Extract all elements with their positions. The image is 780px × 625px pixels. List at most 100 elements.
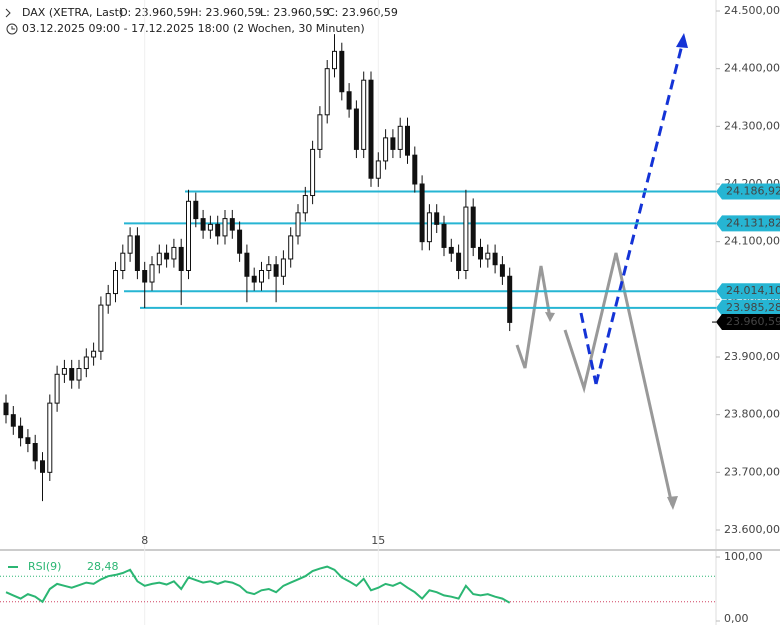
- candle-body: [18, 425, 24, 439]
- candle-body: [142, 270, 148, 283]
- candle-body: [207, 223, 213, 231]
- rsi-tick-label: 100,00: [724, 550, 763, 563]
- candle-body: [244, 252, 250, 277]
- candle-body: [302, 195, 308, 214]
- clock-icon: [6, 23, 18, 35]
- subtitle: 03.12.2025 09:00 - 17.12.2025 18:00 (2 W…: [22, 22, 365, 35]
- candle-body: [434, 212, 440, 225]
- candle-body: [346, 91, 352, 110]
- candle-body: [463, 206, 469, 271]
- candle-body: [332, 50, 337, 70]
- chart-title: DAX (XETRA, Last): [22, 6, 123, 19]
- y-tick-label: 24.400,00: [724, 62, 780, 75]
- candle-body: [397, 125, 403, 150]
- candle-body: [40, 460, 45, 473]
- candle-body: [134, 235, 140, 271]
- candle-body: [113, 270, 118, 295]
- y-tick-label: 24.300,00: [724, 119, 780, 132]
- candle-body: [91, 350, 97, 358]
- level-tag: [716, 183, 780, 200]
- candle-body: [448, 246, 454, 254]
- candle-body: [339, 50, 345, 93]
- collapse-icon[interactable]: [5, 8, 11, 18]
- y-tick-label: 23.800,00: [724, 408, 780, 421]
- candle-body: [310, 148, 316, 197]
- candle-body: [383, 137, 389, 162]
- candle-body: [193, 200, 199, 220]
- x-tick-label: 8: [141, 534, 148, 547]
- candle-body: [10, 414, 16, 427]
- last-price-label: 23.960,59: [726, 315, 780, 328]
- candle-body: [25, 437, 31, 445]
- candle-body: [215, 223, 221, 237]
- level-label: 23.985,28: [726, 301, 780, 314]
- candle-body: [149, 264, 155, 283]
- rsi-last: 28,48: [87, 560, 119, 573]
- candle-body: [259, 270, 264, 283]
- x-tick-label: 15: [371, 534, 385, 547]
- clock-hands: [11, 26, 15, 30]
- gray-path: [563, 252, 674, 506]
- candle-body: [266, 264, 272, 272]
- ohlc-open: O: 23.960,59: [119, 6, 191, 19]
- candle-body: [426, 212, 432, 243]
- candle-body: [361, 79, 367, 150]
- candle-body: [32, 443, 38, 462]
- candle-body: [280, 258, 286, 277]
- candle-body: [47, 402, 53, 473]
- candle-body: [186, 200, 191, 271]
- candle-body: [375, 160, 381, 179]
- candle-body: [470, 206, 476, 248]
- candle-body: [499, 264, 505, 277]
- ohlc-close: C: 23.960,59: [327, 6, 398, 19]
- y-tick-label: 23.900,00: [724, 350, 780, 363]
- candle-body: [200, 218, 206, 231]
- candle-body: [127, 235, 133, 254]
- candle-body: [485, 252, 491, 260]
- candle-body: [237, 229, 243, 254]
- candle-body: [317, 114, 323, 150]
- rsi-line: [5, 565, 511, 604]
- candle-body: [441, 223, 447, 248]
- last-price-tag: [716, 314, 780, 331]
- candle-body: [405, 125, 410, 156]
- level-tag: [716, 299, 780, 316]
- blue-arrowhead: [676, 33, 688, 48]
- blue-dashed: [579, 312, 598, 385]
- candle-body: [273, 264, 279, 277]
- level-tag: [716, 283, 780, 300]
- candle-body: [171, 246, 177, 260]
- level-label: 24.186,92: [726, 185, 780, 198]
- candle-body: [178, 246, 184, 271]
- candle-body: [295, 212, 301, 237]
- candle-body: [507, 275, 513, 323]
- candle-body: [3, 402, 9, 416]
- candle-body: [419, 183, 425, 243]
- level-label: 24.131,82: [726, 216, 780, 229]
- candle-body: [412, 154, 418, 185]
- candle-body: [76, 368, 82, 381]
- candle-body: [353, 108, 359, 150]
- candle-body: [69, 368, 75, 381]
- candle-body: [54, 373, 60, 404]
- y-tick-label: 23.600,00: [724, 523, 780, 536]
- candle-body: [222, 218, 228, 237]
- candle-body: [156, 252, 162, 266]
- candle-body: [98, 304, 104, 352]
- y-tick-label: 24.100,00: [724, 235, 780, 248]
- ohlc-high: H: 23.960,59: [190, 6, 261, 19]
- rsi-name: RSI(9): [28, 560, 61, 573]
- candle-body: [288, 235, 294, 260]
- candle-body: [492, 252, 498, 266]
- candle-body: [164, 252, 170, 260]
- candle-body: [229, 218, 235, 231]
- ohlc-low: L: 23.960,59: [260, 6, 329, 19]
- candle-body: [61, 368, 67, 375]
- y-tick-label: 24.500,00: [724, 4, 780, 17]
- level-label: 24.014,10: [726, 284, 780, 297]
- rsi-tick-label: 0,00: [724, 612, 749, 625]
- candle-body: [83, 356, 89, 370]
- candle-body: [368, 79, 374, 179]
